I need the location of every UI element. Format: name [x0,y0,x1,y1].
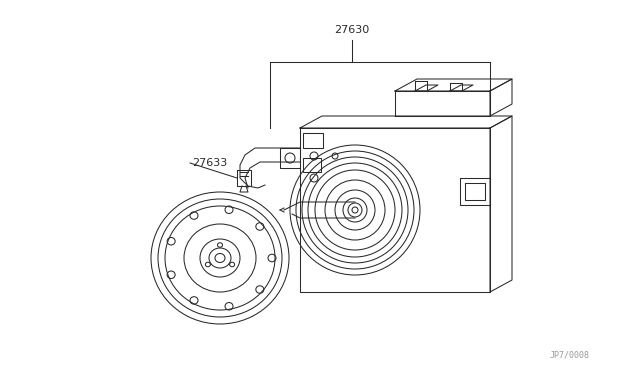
Text: 27633: 27633 [192,158,227,168]
Text: 27630: 27630 [334,25,370,35]
Text: JP7/0008: JP7/0008 [550,350,590,359]
